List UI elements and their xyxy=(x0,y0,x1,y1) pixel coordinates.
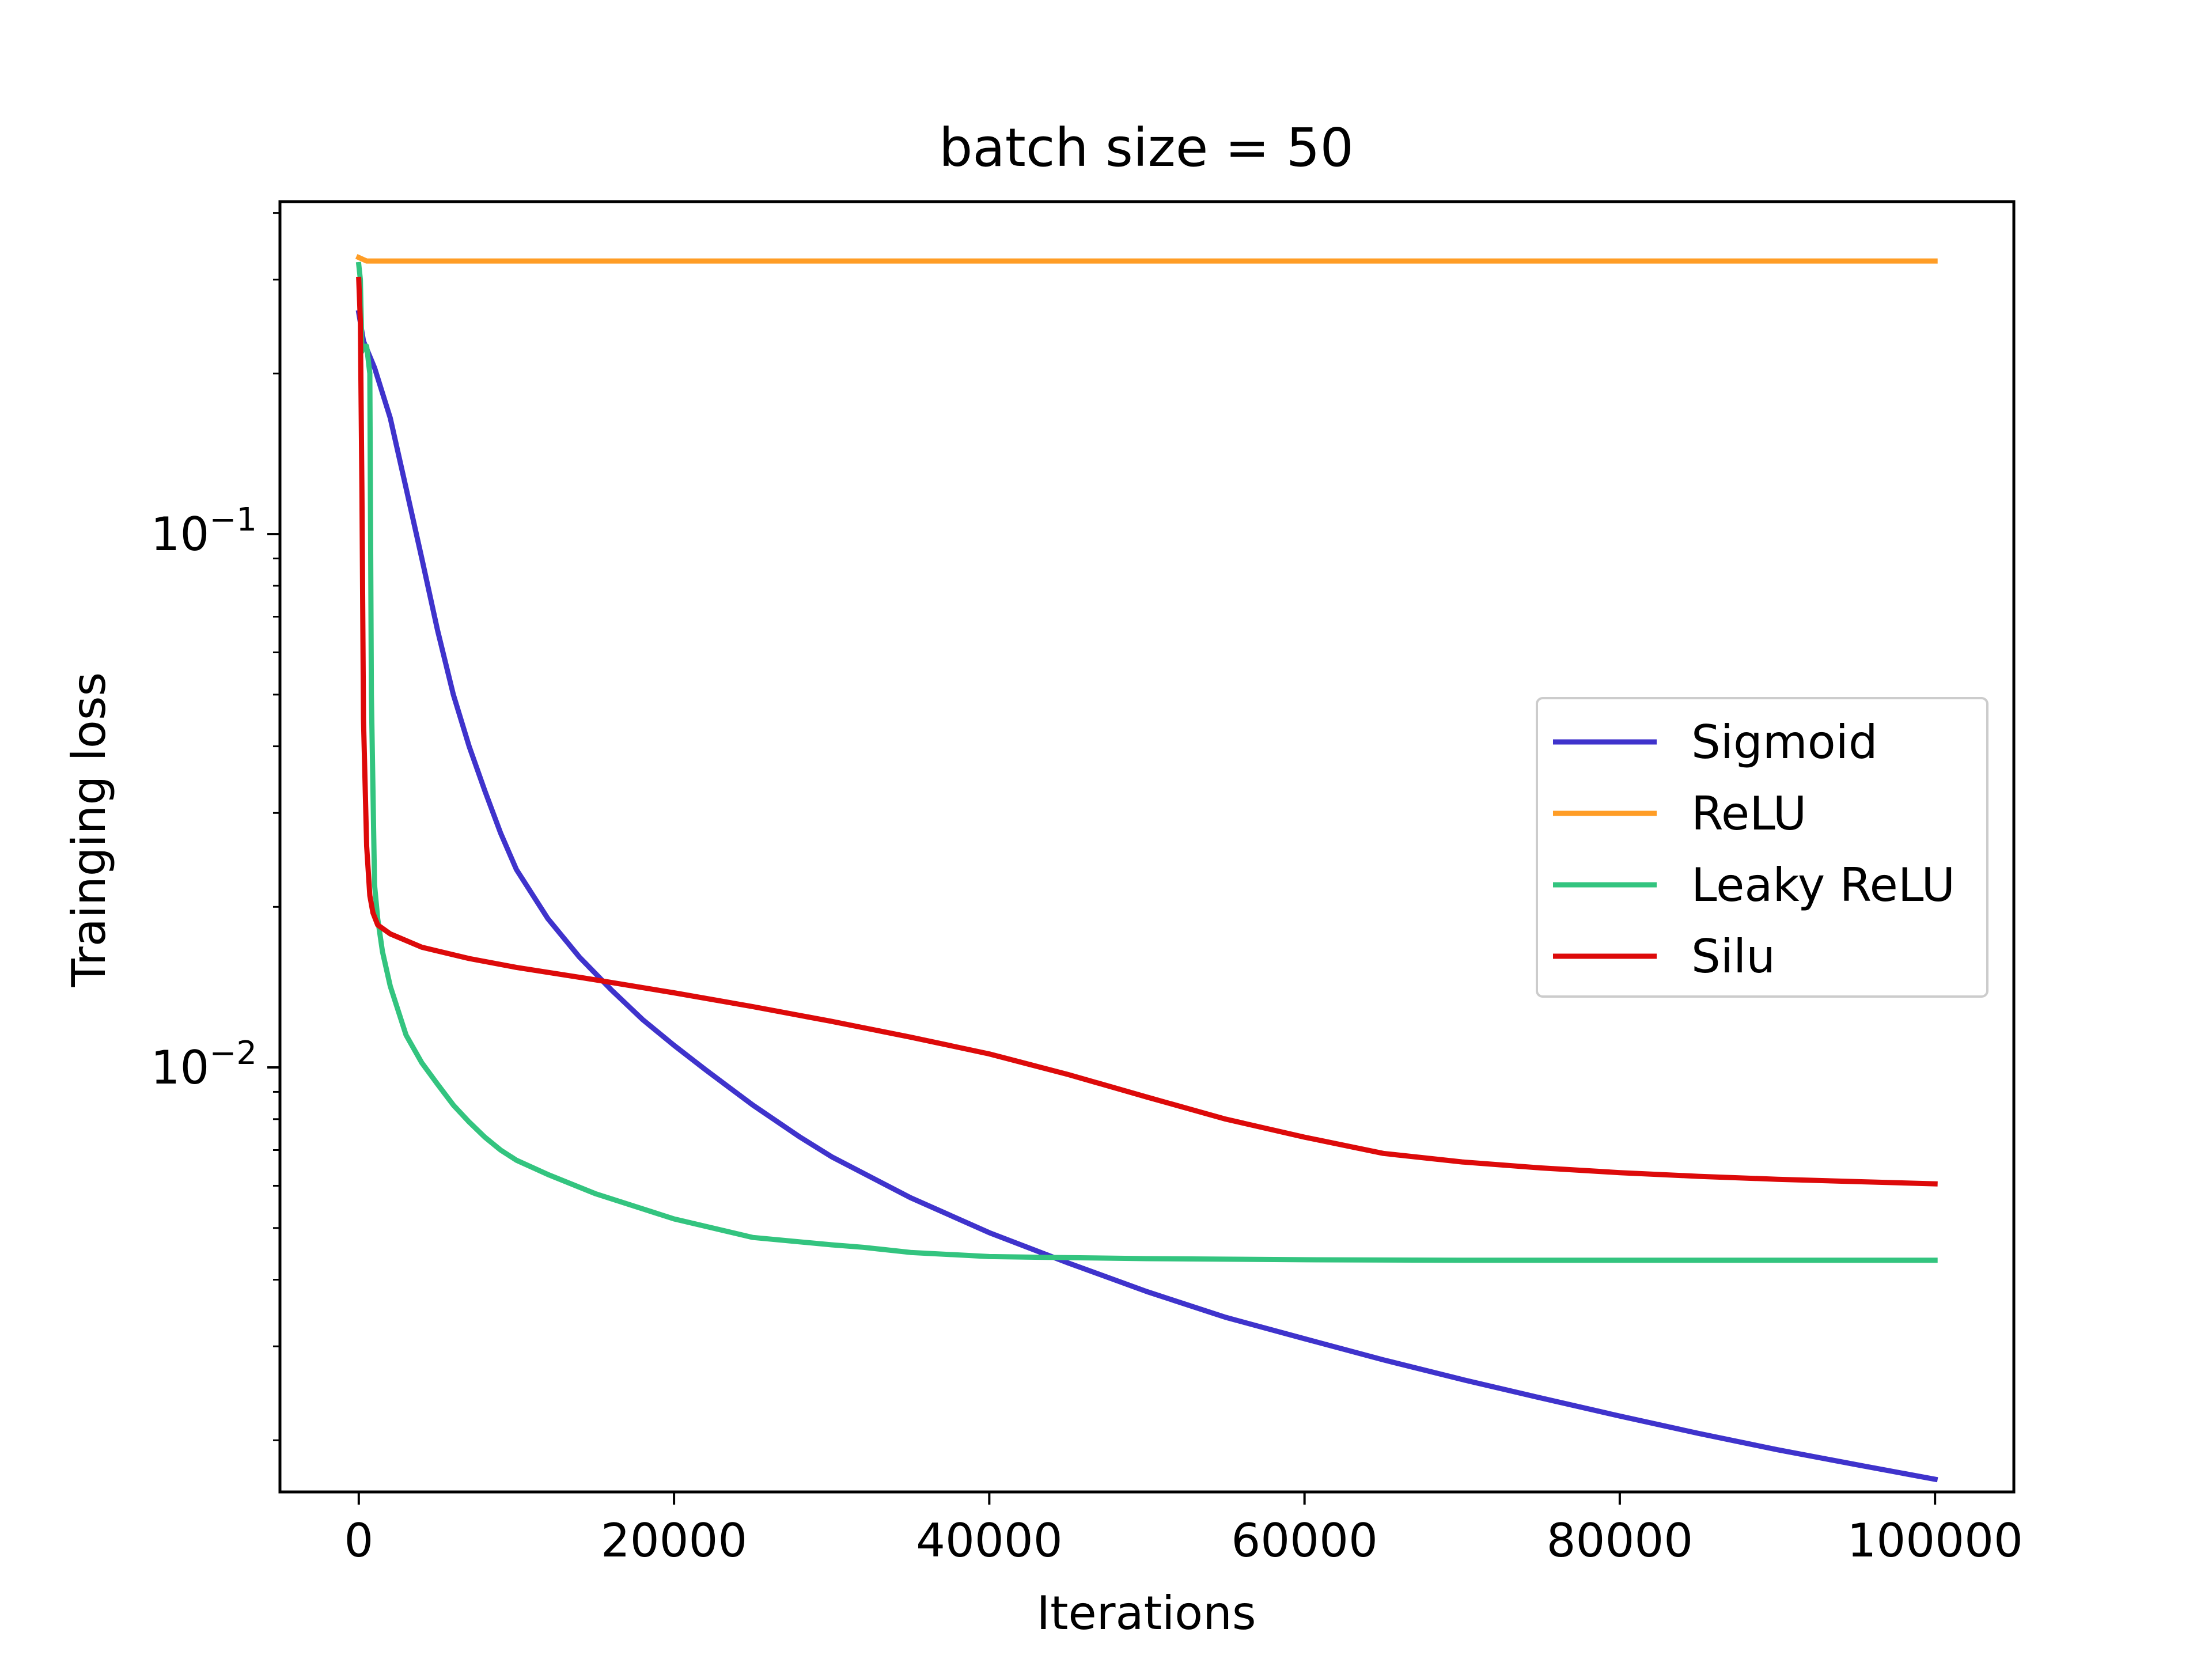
series-line-silu xyxy=(356,276,1938,1187)
ticks-layer: 0 20000 40000 60000 80000 100000 10−1 10−2 xyxy=(151,212,2023,1567)
x-tick-label: 60000 xyxy=(1231,1514,1378,1567)
y-axis-label: Trainging loss xyxy=(62,672,116,987)
series-line-sigmoid xyxy=(355,309,1938,1483)
series-line-leaky-relu xyxy=(355,262,1938,1263)
x-tick-label: 80000 xyxy=(1547,1514,1694,1567)
x-tick-label: 20000 xyxy=(601,1514,748,1567)
legend-label: ReLU xyxy=(1691,787,1806,840)
legend-label: Sigmoid xyxy=(1691,715,1878,769)
series-layer xyxy=(355,254,1938,1483)
y-tick-label: 10−2 xyxy=(151,1035,257,1094)
legend-label: Leaky ReLU xyxy=(1691,858,1955,912)
legend: Sigmoid ReLU Leaky ReLU Silu xyxy=(1536,697,1988,998)
x-tick-label: 40000 xyxy=(916,1514,1063,1567)
legend-label: Silu xyxy=(1691,930,1775,983)
chart-title: batch size = 50 xyxy=(939,117,1354,179)
legend-box xyxy=(1536,697,1988,998)
plot-frame xyxy=(278,200,2016,1494)
y-tick-label: 10−1 xyxy=(151,501,257,561)
x-axis-label: Iterations xyxy=(1036,1586,1256,1640)
x-tick-label: 100000 xyxy=(1847,1514,2022,1567)
x-tick-label: 0 xyxy=(344,1514,373,1567)
series-line-relu xyxy=(355,254,1938,264)
